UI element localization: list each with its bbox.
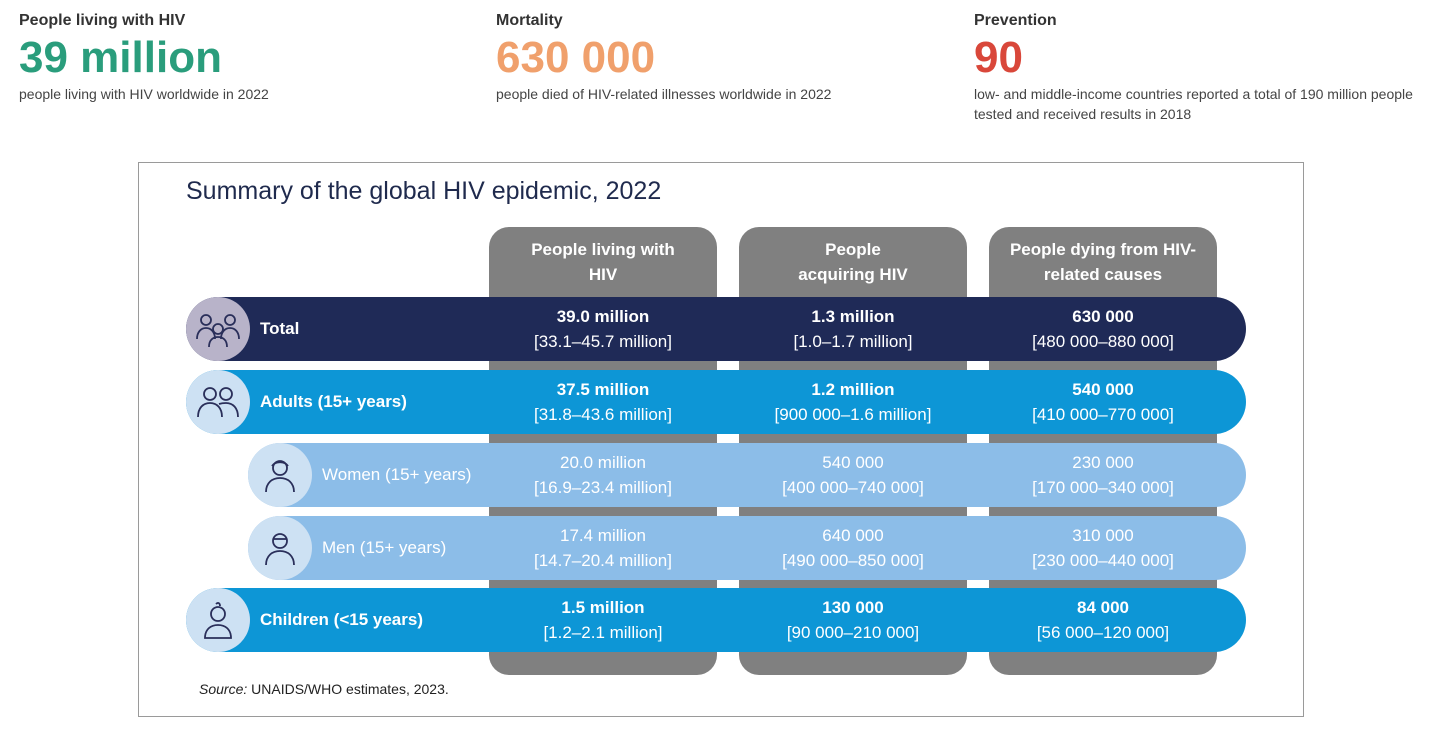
cell-range: [1.0–1.7 million]: [793, 332, 913, 351]
column-header-dying: People dying from HIV-related causes: [1009, 240, 1197, 284]
stat-value: 90: [974, 33, 1023, 82]
cell-range: [480 000–880 000]: [1032, 332, 1174, 351]
table-cell: 1.5 million [1.2–2.1 million]: [489, 595, 717, 645]
cell-range: [490 000–850 000]: [782, 551, 924, 570]
cell-value: 84 000: [1077, 598, 1129, 617]
table-cell: 540 000 [410 000–770 000]: [989, 377, 1217, 427]
cell-range: [410 000–770 000]: [1032, 405, 1174, 424]
stat-desc: low- and middle-income countries reporte…: [974, 86, 1413, 122]
table-row-children: Children (<15 years) 1.5 million [1.2–2.1…: [186, 588, 1246, 652]
table-row-women: Women (15+ years) 20.0 million [16.9–23.4…: [248, 443, 1246, 507]
group-icon: [186, 297, 250, 361]
summary-panel: Summary of the global HIV epidemic, 2022…: [138, 162, 1304, 717]
stat-people-living: People living with HIV 39 million people…: [19, 12, 269, 104]
cell-range: [400 000–740 000]: [782, 478, 924, 497]
stat-label: People living with HIV: [19, 12, 186, 29]
table-cell: 37.5 million [31.8–43.6 million]: [489, 377, 717, 427]
cell-value: 1.2 million: [811, 380, 895, 399]
table-row-adults: Adults (15+ years) 37.5 million [31.8–43.…: [186, 370, 1246, 434]
cell-range: [33.1–45.7 million]: [534, 332, 672, 351]
stat-mortality: Mortality 630 000 people died of HIV-rel…: [496, 12, 831, 104]
cell-range: [31.8–43.6 million]: [534, 405, 672, 424]
table-cell: 130 000 [90 000–210 000]: [739, 595, 967, 645]
cell-value: 20.0 million: [560, 453, 646, 472]
cell-range: [170 000–340 000]: [1032, 478, 1174, 497]
cell-value: 630 000: [1072, 307, 1134, 326]
cell-range: [1.2–2.1 million]: [543, 623, 663, 642]
source-note: Source: UNAIDS/WHO estimates, 2023.: [199, 681, 449, 697]
row-label: Women (15+ years): [322, 465, 472, 484]
stat-desc: people died of HIV-related illnesses wor…: [496, 86, 832, 102]
table-cell: 1.3 million [1.0–1.7 million]: [739, 304, 967, 354]
cell-value: 540 000: [1072, 380, 1134, 399]
cell-value: 310 000: [1072, 526, 1134, 545]
table-cell: 39.0 million [33.1–45.7 million]: [489, 304, 717, 354]
table-cell: 84 000 [56 000–120 000]: [989, 595, 1217, 645]
cell-value: 17.4 million: [560, 526, 646, 545]
row-label: Adults (15+ years): [260, 392, 407, 411]
stat-label: Prevention: [974, 12, 1057, 29]
cell-range: [90 000–210 000]: [786, 623, 920, 642]
source-text: UNAIDS/WHO estimates, 2023.: [247, 681, 449, 697]
cell-range: [16.9–23.4 million]: [534, 478, 672, 497]
man-icon: [248, 516, 312, 580]
adults-icon: [186, 370, 250, 434]
cell-value: 1.5 million: [561, 598, 645, 617]
source-prefix: Source:: [199, 681, 248, 697]
column-header-living: People living with HIV: [531, 240, 675, 284]
panel-title: Summary of the global HIV epidemic, 2022: [186, 177, 662, 205]
stat-value: 39 million: [19, 33, 222, 82]
stat-label: Mortality: [496, 12, 563, 29]
row-label: Men (15+ years): [322, 538, 447, 557]
row-label: Children (<15 years): [260, 610, 423, 629]
cell-value: 230 000: [1072, 453, 1134, 472]
cell-range: [56 000–120 000]: [1036, 623, 1170, 642]
table-cell: 17.4 million [14.7–20.4 million]: [489, 523, 717, 573]
cell-range: [900 000–1.6 million]: [774, 405, 932, 424]
cell-value: 130 000: [822, 598, 884, 617]
stat-prevention: Prevention 90 low- and middle-income cou…: [974, 12, 1434, 124]
table-cell: 540 000 [400 000–740 000]: [739, 450, 967, 500]
stat-desc: people living with HIV worldwide in 2022: [19, 86, 269, 102]
cell-value: 640 000: [822, 526, 884, 545]
table-cell: 1.2 million [900 000–1.6 million]: [739, 377, 967, 427]
table-cell: 230 000 [170 000–340 000]: [989, 450, 1217, 500]
table-cell: 20.0 million [16.9–23.4 million]: [489, 450, 717, 500]
stat-value: 630 000: [496, 33, 656, 82]
cell-value: 1.3 million: [811, 307, 895, 326]
table-row-men: Men (15+ years) 17.4 million [14.7–20.4 m…: [248, 516, 1246, 580]
cell-range: [14.7–20.4 million]: [534, 551, 672, 570]
cell-value: 540 000: [822, 453, 884, 472]
child-icon: [186, 588, 250, 652]
table-cell: 310 000 [230 000–440 000]: [989, 523, 1217, 573]
table-cell: 630 000 [480 000–880 000]: [989, 304, 1217, 354]
cell-value: 39.0 million: [556, 307, 650, 326]
table-row-total: Total 39.0 million [33.1–45.7 million] 1.…: [186, 297, 1246, 361]
table-cell: 640 000 [490 000–850 000]: [739, 523, 967, 573]
row-label: Total: [260, 319, 300, 338]
woman-icon: [248, 443, 312, 507]
column-header-acquiring: People acquiring HIV: [798, 240, 908, 284]
cell-range: [230 000–440 000]: [1032, 551, 1174, 570]
cell-value: 37.5 million: [556, 380, 650, 399]
